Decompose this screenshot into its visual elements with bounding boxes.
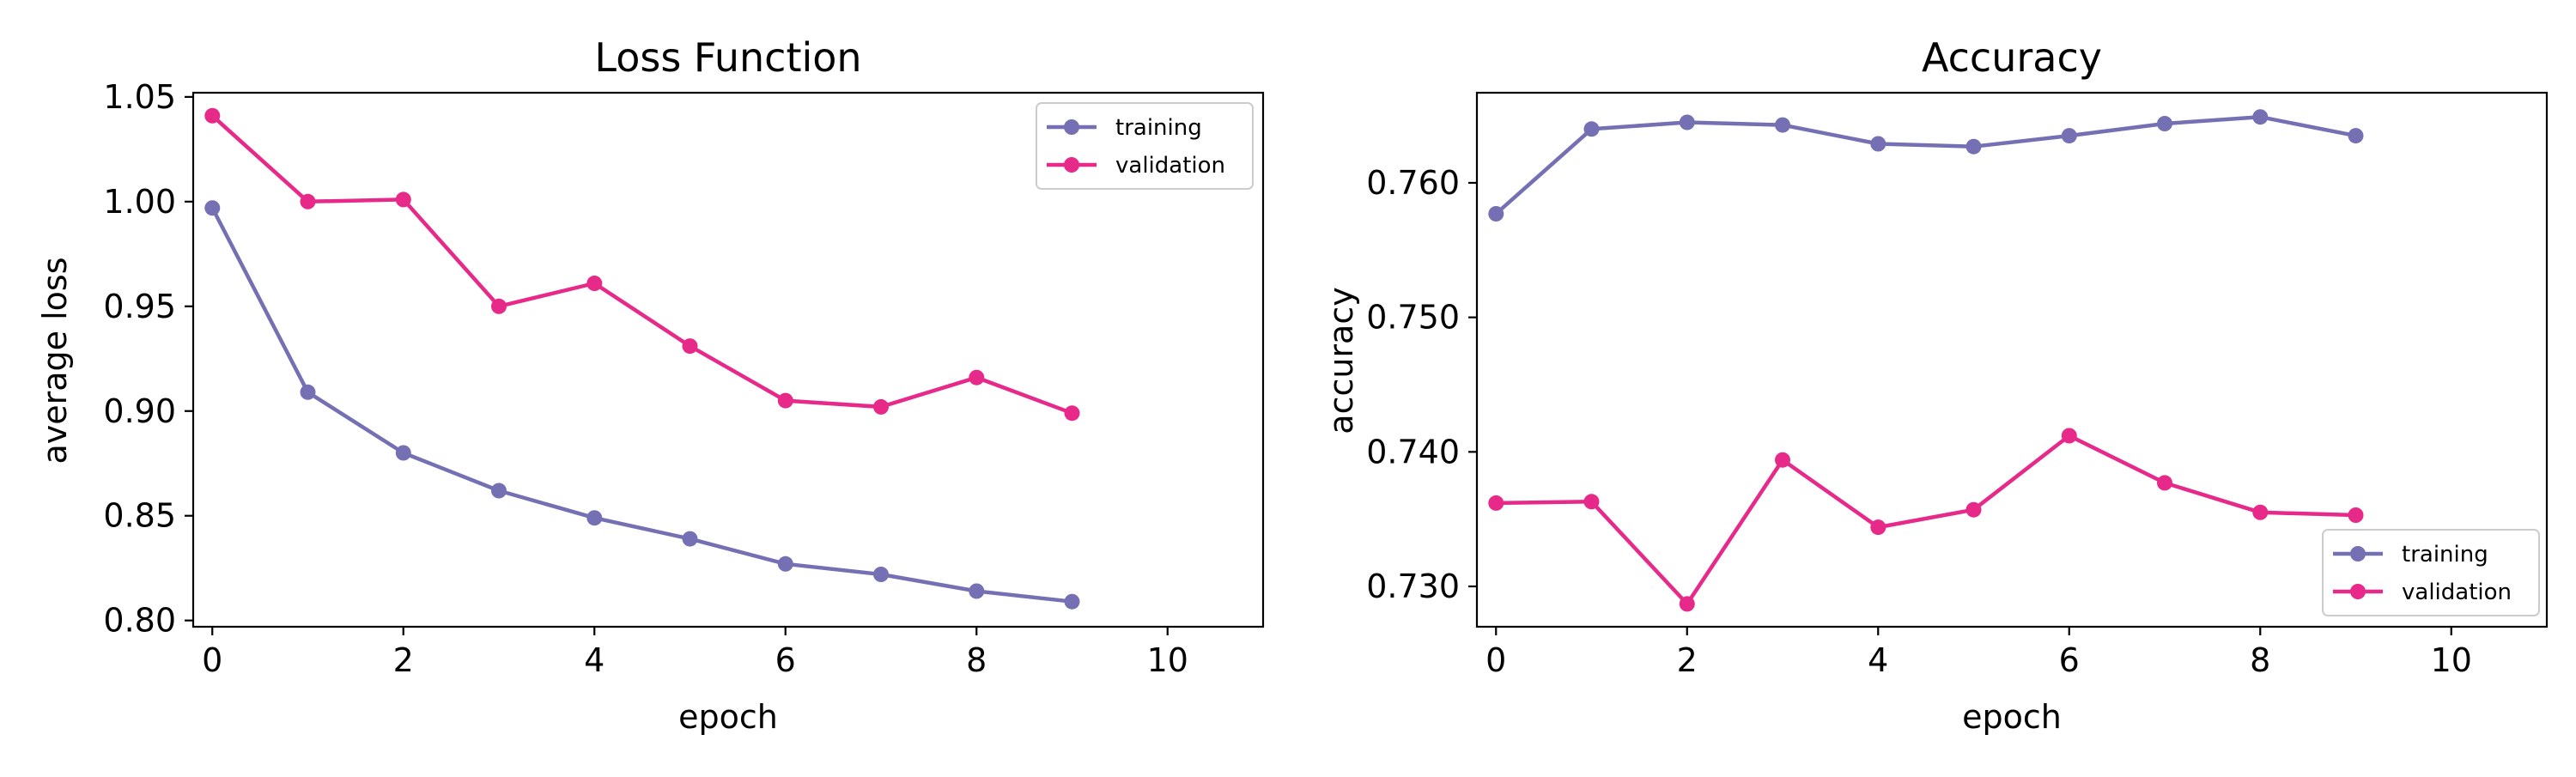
loss-training-point [1064,593,1080,610]
loss-axes-frame [191,91,1265,628]
accuracy-xtick-label: 4 [1868,641,1888,679]
loss-validation-point [969,369,985,385]
accuracy-legend-box [2322,529,2540,616]
accuracy-validation-point [2252,504,2269,520]
accuracy-validation-point [2157,475,2172,491]
loss-xtick-label: 8 [966,641,987,679]
accuracy-xtick-label: 0 [1485,641,1506,679]
accuracy-ytick-label: 0.730 [1366,568,1460,605]
loss-validation-point [777,392,793,409]
loss-xtick-label: 2 [393,641,414,679]
loss-training-point [969,583,985,599]
loss-validation-point [586,276,603,291]
loss-chart-title: Loss Function [594,34,861,81]
accuracy-validation-point [1775,452,1790,468]
loss-training-point [682,531,698,547]
loss-validation-point [491,298,507,314]
loss-legend-validation-label: validation [1115,153,1225,179]
accuracy-ytick-label: 0.750 [1366,299,1460,337]
accuracy-training-point [2157,116,2172,131]
loss-training-point [873,567,889,582]
accuracy-validation-point [2061,428,2077,444]
loss-validation-point [395,191,411,208]
accuracy-validation-point [1583,494,1600,510]
loss-ytick-label: 0.90 [103,392,176,430]
loss-legend-box [1036,102,1254,190]
accuracy-chart: Accuracy epoch accuracy 0 2 4 6 8 10 0.730 0.74… [1322,34,2549,736]
loss-xtick-label: 6 [775,641,796,679]
loss-validation-line [210,114,1073,416]
loss-training-point [204,200,221,216]
loss-ytick-label: 0.80 [103,602,176,640]
accuracy-chart-title: Accuracy [1922,34,2102,81]
accuracy-validation-point [2348,507,2364,523]
accuracy-training-point [1583,121,1600,137]
loss-chart-ylabel: average loss [36,257,74,464]
loss-ytick-label: 0.85 [103,497,176,535]
accuracy-training-line [1494,114,2356,215]
loss-training-point [491,483,507,499]
accuracy-legend: training validation [2322,529,2540,616]
accuracy-validation-line [1496,434,2356,606]
accuracy-legend-training-swatch-marker [2350,546,2366,562]
accuracy-validation-point [1965,501,1982,518]
accuracy-validation-point [1679,596,1695,612]
loss-legend-validation-swatch-marker [1064,157,1079,173]
loss-validation-point [300,193,316,209]
loss-ytick-label: 1.05 [103,78,176,116]
accuracy-validation-point [1488,495,1504,511]
loss-ytick-label: 0.95 [103,288,176,325]
accuracy-ytick-label: 0.740 [1366,433,1460,470]
loss-xtick-label: 10 [1147,641,1188,679]
loss-training-point [777,555,793,572]
loss-chart: Loss Function epoch average loss 0 2 4 6 8 10… [36,34,1265,736]
accuracy-training-point [1775,117,1790,133]
loss-training-point [586,510,603,526]
accuracy-legend-validation-swatch-marker [2350,584,2366,599]
accuracy-legend-training-label: training [2402,542,2488,568]
loss-xtick-label: 0 [202,641,222,679]
accuracy-chart-xlabel: epoch [1962,698,2062,736]
loss-training-line [210,207,1072,604]
loss-legend-training-label: training [1115,115,1202,141]
accuracy-training-point [1679,114,1695,131]
accuracy-xtick-label: 2 [1677,641,1698,679]
accuracy-legend-validation-label: validation [2402,580,2512,605]
accuracy-chart-ylabel: accuracy [1322,287,1360,434]
accuracy-axes-frame [1475,91,2549,628]
accuracy-ytick-label: 0.760 [1366,164,1460,202]
loss-training-point [300,384,316,400]
accuracy-validation-point [1870,519,1886,536]
accuracy-training-point [1965,138,1982,155]
loss-xtick-label: 4 [584,641,605,679]
accuracy-xtick-label: 8 [2250,641,2270,679]
loss-legend-training-swatch-marker [1064,119,1079,135]
loss-training-point [395,445,411,461]
accuracy-xtick-label: 10 [2431,641,2472,679]
loss-ytick-label: 1.00 [103,183,176,221]
loss-validation-point [873,398,889,415]
loss-validation-point [682,338,698,355]
loss-validation-point [204,107,221,124]
loss-validation-point [1064,405,1080,422]
accuracy-training-point [2348,128,2364,144]
accuracy-xtick-label: 6 [2059,641,2080,679]
accuracy-training-point [2061,128,2077,144]
accuracy-training-point [2252,109,2269,125]
loss-chart-xlabel: epoch [678,698,778,736]
loss-legend: training validation [1036,102,1254,190]
accuracy-training-point [1488,206,1504,222]
accuracy-training-point [1870,136,1886,152]
